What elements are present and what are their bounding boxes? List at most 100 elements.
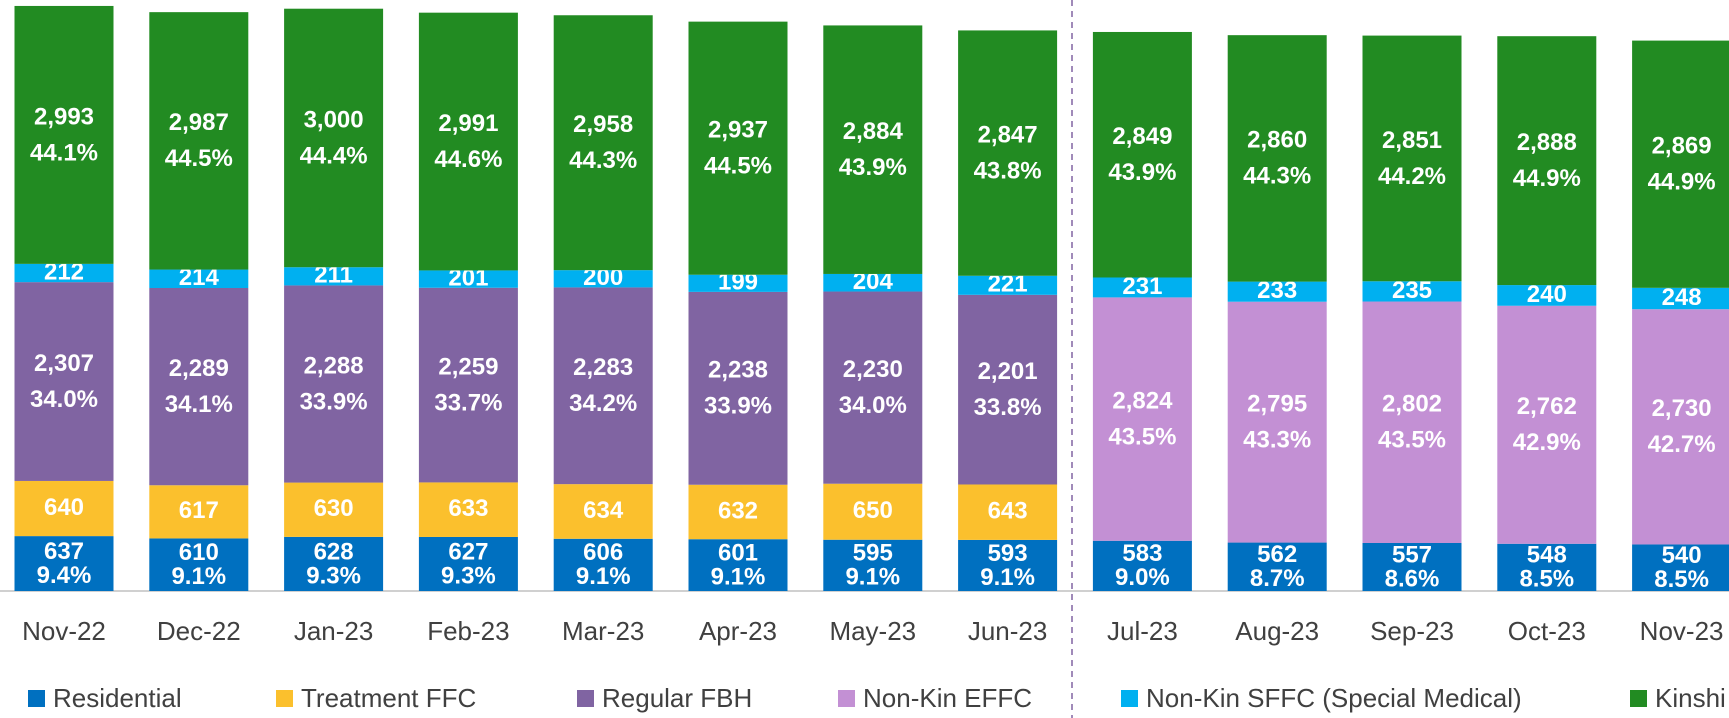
- data-label: 3,000: [304, 106, 364, 133]
- data-label: 630: [314, 495, 354, 522]
- legend-label: Non-Kin EFFC: [863, 683, 1032, 713]
- percent-label: 9.1%: [980, 564, 1035, 591]
- data-label: 2,987: [169, 109, 229, 136]
- percent-label: 43.9%: [839, 154, 907, 181]
- data-label: 557: [1392, 541, 1432, 568]
- bar-segment: [418, 287, 518, 483]
- percent-label: 44.3%: [1243, 163, 1311, 190]
- bar-segment: [1497, 36, 1597, 286]
- data-label: 650: [853, 497, 893, 524]
- x-tick-label: Dec-22: [157, 616, 241, 646]
- percent-label: 8.7%: [1250, 565, 1305, 592]
- data-label: 2,730: [1652, 395, 1712, 422]
- bar-segment: [418, 536, 518, 591]
- data-label: 2,307: [34, 350, 94, 377]
- data-label: 540: [1662, 542, 1702, 569]
- legend-swatch: [276, 690, 293, 707]
- percent-label: 8.6%: [1385, 565, 1440, 592]
- bar-segment: [958, 275, 1058, 295]
- percent-label: 43.9%: [1108, 159, 1176, 186]
- bar-segment: [1632, 544, 1729, 591]
- bar-segment: [284, 8, 384, 268]
- bar-segment: [1632, 309, 1729, 545]
- bar-segment: [1632, 40, 1729, 288]
- bar-segment: [1632, 287, 1729, 310]
- bar-segment: [688, 291, 788, 485]
- x-tick-label: Nov-23: [1640, 616, 1724, 646]
- bar-segment: [1497, 285, 1597, 306]
- data-label: 2,860: [1247, 127, 1307, 154]
- bar-segment: [1497, 305, 1597, 544]
- bar-segment: [149, 12, 249, 270]
- data-label: 2,847: [978, 121, 1038, 148]
- data-label: 632: [718, 497, 758, 524]
- data-label: 627: [448, 538, 488, 565]
- data-label: 637: [44, 538, 84, 565]
- percent-label: 9.3%: [306, 562, 361, 589]
- bar-segment: [1362, 301, 1462, 543]
- bar-segment: [149, 485, 249, 539]
- bar-segment: [823, 483, 923, 540]
- data-label: 2,991: [438, 110, 498, 137]
- data-label: 634: [583, 497, 624, 524]
- bar-segment: [1497, 543, 1597, 591]
- data-label: 583: [1122, 540, 1162, 567]
- percent-label: 34.1%: [165, 391, 233, 418]
- percent-label: 8.5%: [1654, 566, 1709, 593]
- legend-swatch: [1630, 690, 1647, 707]
- percent-label: 9.3%: [441, 562, 496, 589]
- bar-segment: [553, 484, 653, 539]
- x-tick-label: Aug-23: [1235, 616, 1319, 646]
- data-label: 2,238: [708, 357, 768, 384]
- data-label: 240: [1527, 281, 1567, 308]
- data-label: 2,888: [1517, 129, 1577, 156]
- bar-segment: [1092, 297, 1192, 541]
- bar-segment: [553, 287, 653, 485]
- x-tick-label: Apr-23: [699, 616, 777, 646]
- x-tick-label: Jul-23: [1107, 616, 1178, 646]
- data-label: 2,937: [708, 117, 768, 144]
- bar-segment: [1227, 301, 1327, 543]
- percent-label: 43.5%: [1108, 423, 1176, 450]
- percent-label: 42.7%: [1648, 431, 1716, 458]
- data-label: 2,288: [304, 352, 364, 379]
- bar-segment: [958, 30, 1058, 276]
- percent-label: 34.0%: [839, 392, 907, 419]
- bar-segment: [688, 274, 788, 292]
- bar-segment: [284, 267, 384, 286]
- x-tick-label: Oct-23: [1508, 616, 1586, 646]
- data-label: 643: [988, 498, 1028, 525]
- percent-label: 43.3%: [1243, 426, 1311, 453]
- legend-label: Regular FBH: [602, 683, 752, 713]
- percent-label: 9.1%: [711, 563, 766, 590]
- bar-segment: [149, 269, 249, 289]
- data-label: 593: [988, 540, 1028, 567]
- data-label: 595: [853, 540, 893, 567]
- bar-segment: [1092, 31, 1192, 278]
- data-label: 562: [1257, 541, 1297, 568]
- bar-segment: [14, 282, 114, 481]
- percent-label: 44.6%: [434, 146, 502, 173]
- bar-segment: [149, 288, 249, 486]
- bar-segment: [284, 285, 384, 483]
- x-tick-label: Jan-23: [294, 616, 374, 646]
- percent-label: 43.8%: [974, 157, 1042, 184]
- percent-label: 8.5%: [1519, 566, 1574, 593]
- bar-segment: [823, 291, 923, 484]
- bar-segment: [1227, 281, 1327, 302]
- percent-label: 42.9%: [1513, 429, 1581, 456]
- bar-segment: [553, 270, 653, 288]
- data-label: 2,259: [438, 353, 498, 380]
- data-label: 2,869: [1652, 133, 1712, 160]
- percent-label: 9.0%: [1115, 564, 1170, 591]
- percent-label: 44.3%: [569, 147, 637, 174]
- percent-label: 43.5%: [1378, 427, 1446, 454]
- legend-label: Residential: [53, 683, 182, 713]
- bar-segment: [553, 15, 653, 271]
- percent-label: 44.5%: [704, 153, 772, 180]
- bar-segment: [688, 21, 788, 275]
- bar-segment: [958, 484, 1058, 540]
- percent-label: 34.0%: [30, 386, 98, 413]
- percent-label: 9.1%: [576, 563, 631, 590]
